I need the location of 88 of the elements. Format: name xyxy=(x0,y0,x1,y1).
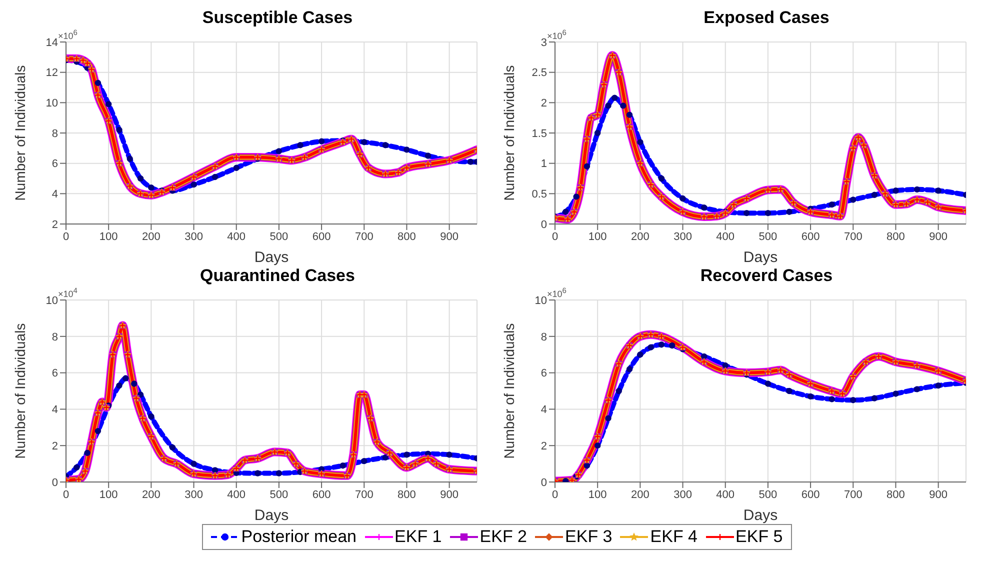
x-tick-label: 300 xyxy=(674,230,692,243)
x-tick-label: 700 xyxy=(354,488,374,501)
x-tick-label: 900 xyxy=(440,488,458,501)
x-tick-label: 200 xyxy=(631,488,650,501)
x-tick-label: 500 xyxy=(758,488,778,501)
text: ×10$^{4}$ xyxy=(58,286,78,299)
x-axis-title: Days xyxy=(743,507,778,524)
x-tick-label: 400 xyxy=(716,230,735,243)
x-tick-label: 900 xyxy=(929,488,948,501)
y-axis-title: Number of Individuals xyxy=(500,323,517,459)
y-tick-label: 8 xyxy=(52,331,58,344)
text: ×10$^{6}$ xyxy=(547,286,566,299)
y-tick-label: 10 xyxy=(46,98,58,110)
x-tick-label: 200 xyxy=(142,488,160,501)
text: ×10$^{6}$ xyxy=(58,28,78,41)
x-tick-label: 700 xyxy=(354,230,374,243)
y-tick-label: 0.5 xyxy=(532,188,547,201)
x-tick-label: 700 xyxy=(844,488,862,501)
legend-label: Posterior mean xyxy=(241,527,357,547)
legend-label: EKF 4 xyxy=(650,527,698,547)
x-tick-label: 600 xyxy=(801,488,820,501)
x-axis-title: Days xyxy=(743,249,778,266)
x-tick-label: 0 xyxy=(62,230,70,243)
x-tick-label: 600 xyxy=(312,230,331,243)
y-tick-label: 2 xyxy=(540,98,547,110)
y-tick-label: 0 xyxy=(540,218,547,231)
x-tick-label: 500 xyxy=(270,230,288,243)
x-tick-label: 900 xyxy=(929,230,948,243)
x-tick-label: 100 xyxy=(99,488,118,501)
x-axis-title: Days xyxy=(254,507,289,524)
y-tick-label: 8 xyxy=(52,128,58,140)
y-tick-label: 6 xyxy=(52,158,58,170)
y-tick-label: 4 xyxy=(52,404,58,416)
x-tick-label: 400 xyxy=(227,488,246,501)
x-tick-label: 400 xyxy=(716,488,735,501)
legend-label: EKF 2 xyxy=(480,527,528,547)
x-tick-label: 800 xyxy=(886,230,905,243)
x-tick-label: 0 xyxy=(62,488,70,501)
y-tick-label: 6 xyxy=(52,368,58,380)
y-tick-label: 0 xyxy=(540,476,547,489)
y-tick-label: 2 xyxy=(52,440,58,453)
x-tick-label: 600 xyxy=(312,488,331,501)
legend-label: EKF 3 xyxy=(565,527,612,547)
x-tick-label: 800 xyxy=(398,230,416,243)
y-tick-label: 1.5 xyxy=(532,128,547,140)
y-tick-label: 1 xyxy=(540,158,547,170)
x-tick-label: 800 xyxy=(886,488,905,501)
y-tick-label: 2 xyxy=(540,440,547,453)
x-tick-label: 300 xyxy=(184,230,203,243)
x-tick-label: 300 xyxy=(184,488,203,501)
y-tick-label: 14 xyxy=(46,36,58,49)
y-tick-label: 4 xyxy=(540,404,547,416)
x-axis-title: Days xyxy=(254,249,289,266)
x-tick-label: 800 xyxy=(398,488,416,501)
legend-label: EKF 1 xyxy=(394,527,442,547)
x-tick-label: 500 xyxy=(758,230,778,243)
x-tick-label: 600 xyxy=(801,230,820,243)
chart-title: Recoverd Cases xyxy=(700,266,833,285)
x-tick-label: 900 xyxy=(440,230,458,243)
y-tick-label: 12 xyxy=(46,67,58,80)
chart-title: Quarantined Cases xyxy=(200,266,355,285)
y-tick-label: 2.5 xyxy=(532,67,547,80)
x-tick-label: 0 xyxy=(552,488,558,501)
x-tick-label: 400 xyxy=(227,230,246,243)
x-tick-label: 0 xyxy=(552,230,558,243)
x-tick-label: 100 xyxy=(99,230,118,243)
y-tick-label: 6 xyxy=(540,368,547,380)
x-tick-label: 100 xyxy=(588,230,607,243)
y-tick-label: 3 xyxy=(540,36,547,49)
y-tick-label: 2 xyxy=(52,218,58,231)
x-tick-label: 500 xyxy=(270,488,288,501)
y-axis-title: Number of Individuals xyxy=(12,65,28,201)
y-tick-label: 0 xyxy=(52,476,58,489)
y-axis-title: Number of Individuals xyxy=(500,65,517,201)
x-tick-label: 200 xyxy=(631,230,650,243)
legend-label: EKF 5 xyxy=(736,527,783,547)
y-tick-label: 8 xyxy=(540,331,547,344)
chart-title: Exposed Cases xyxy=(704,8,830,27)
y-axis-title: Number of Individuals xyxy=(12,323,28,459)
y-tick-label: 10 xyxy=(46,294,58,307)
x-tick-label: 700 xyxy=(844,230,862,243)
text: ×10$^{6}$ xyxy=(547,28,566,41)
y-tick-label: 4 xyxy=(52,188,58,201)
x-tick-label: 200 xyxy=(142,230,160,243)
x-tick-label: 300 xyxy=(674,488,692,501)
y-tick-label: 10 xyxy=(534,294,547,307)
chart-title: Susceptible Cases xyxy=(202,8,353,27)
x-tick-label: 100 xyxy=(588,488,607,501)
